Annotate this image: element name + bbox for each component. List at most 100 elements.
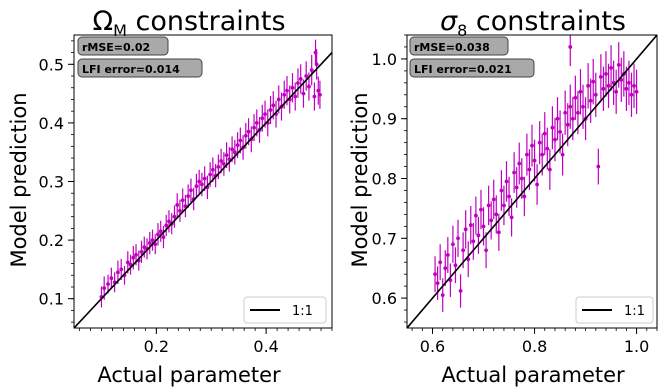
data-point — [609, 65, 613, 70]
data-point — [142, 245, 147, 250]
data-point — [232, 150, 237, 155]
data-point — [496, 230, 501, 235]
data-point — [499, 188, 504, 193]
y-tick-label: 0.1 — [39, 290, 64, 309]
data-point — [313, 50, 318, 55]
data-point — [235, 143, 240, 148]
data-point — [200, 182, 204, 187]
data-point — [632, 83, 636, 88]
x-tick-label: 0.2 — [144, 337, 169, 356]
y-axis-label: Model prediction — [348, 92, 372, 267]
y-tick-label: 1.0 — [372, 50, 397, 69]
plot-area — [74, 39, 332, 328]
data-point — [586, 83, 591, 88]
x-tick-label: 0.8 — [522, 337, 547, 356]
data-point — [484, 248, 488, 253]
data-point — [461, 248, 466, 253]
data-point — [576, 110, 580, 115]
data-point — [581, 104, 585, 109]
legend-box — [243, 296, 327, 324]
data-point — [167, 219, 171, 224]
data-point — [512, 170, 517, 175]
data-point — [219, 159, 224, 163]
one-to-one-line — [407, 35, 657, 328]
data-point — [476, 233, 481, 238]
data-point — [598, 74, 603, 79]
stats-boxes: rMSE=0.038 LFI error=0.021 — [409, 36, 535, 78]
y-tick-label: 0.3 — [39, 173, 64, 192]
data-point — [312, 94, 317, 99]
data-point — [573, 95, 578, 100]
data-point — [468, 223, 473, 228]
data-point — [553, 137, 557, 142]
data-point — [540, 152, 545, 157]
data-point — [254, 121, 259, 125]
axes-frame — [406, 34, 658, 329]
chart-title: ΩM constraints — [92, 6, 285, 40]
data-point — [175, 203, 180, 207]
data-point — [221, 162, 226, 166]
data-point — [134, 252, 138, 257]
data-point — [438, 260, 443, 265]
data-point — [216, 164, 221, 169]
data-point — [535, 182, 540, 187]
data-point — [591, 79, 596, 84]
data-point — [440, 293, 445, 298]
data-point — [116, 270, 120, 275]
data-point — [494, 212, 499, 217]
y-tick-label: 0.7 — [372, 229, 397, 248]
data-point — [578, 89, 583, 94]
x-tick-label: 0.4 — [253, 337, 278, 356]
data-point — [547, 167, 552, 172]
data-point — [604, 71, 608, 76]
one-to-one-line — [74, 51, 332, 328]
lfi-error-text: LFI error=0.021 — [414, 63, 512, 76]
data-point — [634, 89, 639, 94]
data-point — [246, 129, 251, 134]
data-point — [119, 267, 124, 272]
data-point — [156, 232, 160, 237]
data-point — [517, 161, 522, 166]
axis-ticks: 0.2 0.4 0.1 0.2 0.3 0.4 0.5 — [39, 40, 333, 356]
data-point — [596, 164, 601, 169]
data-point — [150, 238, 155, 243]
data-point — [451, 242, 455, 247]
data-point — [560, 152, 565, 157]
data-point — [318, 92, 322, 97]
data-point — [593, 92, 598, 97]
data-point — [507, 194, 511, 199]
data-point — [463, 227, 468, 232]
y-tick-label: 0.6 — [372, 289, 397, 308]
data-point — [509, 215, 514, 220]
data-point — [445, 253, 450, 257]
data-point — [290, 85, 295, 90]
data-point — [139, 249, 144, 254]
data-point — [530, 143, 534, 148]
data-point — [514, 185, 519, 190]
rmse-box — [409, 36, 509, 56]
y-tick-label: 0.8 — [372, 170, 397, 189]
data-point — [601, 86, 606, 91]
data-point — [489, 218, 494, 223]
data-point — [164, 223, 169, 228]
data-point — [614, 89, 619, 94]
legend: 1:1 — [243, 296, 327, 324]
data-point — [491, 197, 496, 202]
lfi-error-box — [77, 58, 203, 78]
axis-ticks: 0.6 0.8 1.0 0.6 0.7 0.8 0.9 1.0 — [372, 34, 658, 356]
data-point — [542, 131, 547, 136]
lfi-error-box — [409, 58, 535, 78]
x-tick-label: 0.6 — [420, 337, 445, 356]
data-point — [524, 152, 529, 157]
data-point — [202, 176, 207, 181]
data-point — [208, 172, 213, 177]
data-point — [106, 282, 110, 286]
data-point — [433, 272, 437, 277]
data-point — [268, 108, 273, 112]
data-point — [486, 203, 491, 208]
data-point — [479, 207, 483, 212]
data-point — [172, 214, 177, 219]
legend: 1:1 — [575, 296, 654, 324]
rmse-box — [77, 36, 169, 56]
